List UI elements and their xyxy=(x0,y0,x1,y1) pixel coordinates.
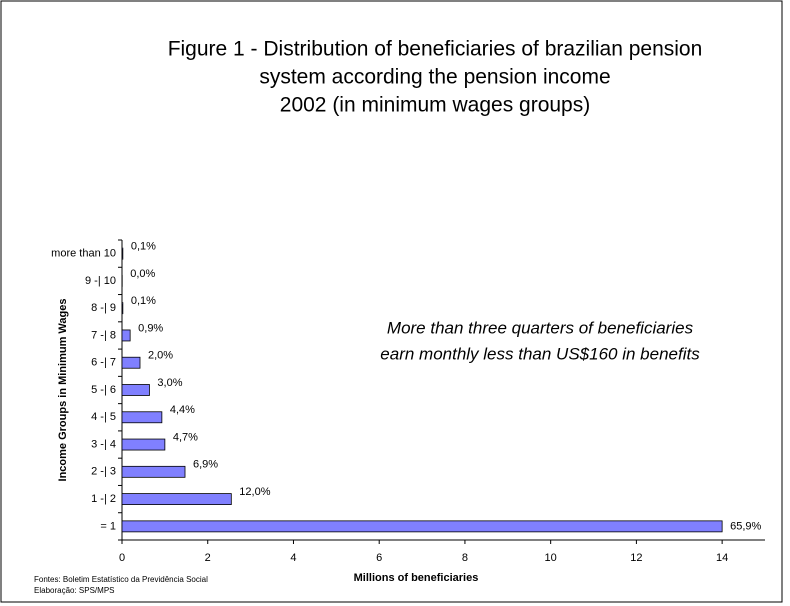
y-tick-label: more than 10 xyxy=(51,248,116,260)
source-note: Elaboração: SPS/MPS xyxy=(34,586,114,595)
x-axis-title: Millions of beneficiaries xyxy=(354,572,479,584)
y-tick-label: 8 -| 9 xyxy=(91,302,116,314)
chart-title: 2002 (in minimum wages groups) xyxy=(280,94,590,117)
y-axis-title: Income Groups in Minimum Wages xyxy=(57,299,69,482)
bar xyxy=(121,465,186,478)
source-note: Fontes: Boletim Estatístico da Previdênc… xyxy=(34,575,208,584)
y-tick-label: 5 -| 6 xyxy=(91,384,116,396)
bar xyxy=(121,411,163,424)
bar xyxy=(121,302,124,315)
y-tick-label: = 1 xyxy=(100,520,116,532)
bar xyxy=(121,356,141,369)
bar xyxy=(121,384,150,396)
y-tick-label: 1 -| 2 xyxy=(91,493,116,505)
y-tick-label: 4 -| 5 xyxy=(91,411,116,423)
data-label: 3,0% xyxy=(157,377,182,389)
bar xyxy=(121,493,232,505)
y-tick-label: 3 -| 4 xyxy=(91,438,116,450)
x-tick-label: 2 xyxy=(205,552,211,564)
data-label: 0,0% xyxy=(130,268,155,280)
data-label: 4,4% xyxy=(170,404,195,416)
data-label: 65,9% xyxy=(730,520,761,532)
x-tick-label: 14 xyxy=(716,552,728,564)
data-label: 12,0% xyxy=(239,486,270,498)
x-tick-label: 6 xyxy=(376,552,382,564)
y-tick-label: 6 -| 7 xyxy=(91,357,116,369)
bar xyxy=(121,438,166,451)
x-tick-label: 4 xyxy=(290,552,296,564)
chart-title: Figure 1 - Distribution of beneficiaries… xyxy=(168,38,703,61)
y-tick-label: 9 -| 10 xyxy=(85,275,116,287)
data-label: 6,9% xyxy=(193,459,218,471)
x-tick-label: 0 xyxy=(119,552,125,564)
chart-title: system according the pension income xyxy=(259,66,610,89)
bar xyxy=(121,329,131,342)
x-tick-label: 8 xyxy=(462,552,468,564)
x-tick-label: 12 xyxy=(630,552,642,564)
y-tick-label: 2 -| 3 xyxy=(91,466,116,478)
annotation: earn monthly less than US$160 in benefit… xyxy=(380,344,700,363)
data-label: 0,1% xyxy=(131,295,156,307)
data-label: 0,9% xyxy=(138,322,163,334)
x-tick-label: 10 xyxy=(545,552,557,564)
bar xyxy=(121,247,124,260)
data-label: 2,0% xyxy=(148,350,173,362)
annotation: More than three quarters of beneficiarie… xyxy=(387,318,694,337)
bar xyxy=(121,520,723,533)
data-label: 4,7% xyxy=(173,431,198,443)
y-tick-label: 7 -| 8 xyxy=(91,329,116,341)
data-label: 0,1% xyxy=(131,241,156,253)
